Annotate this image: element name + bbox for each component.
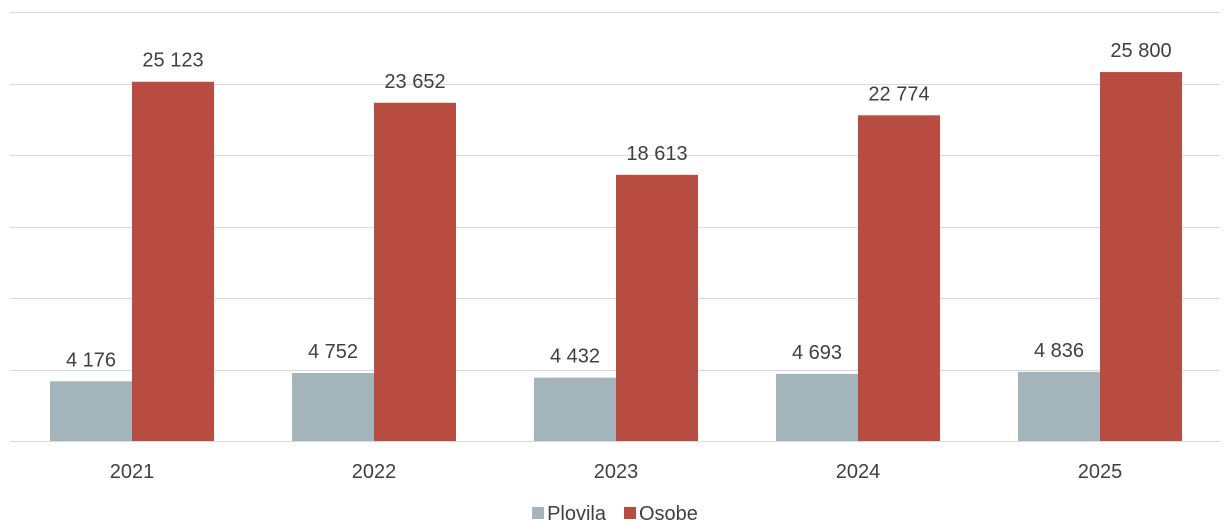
data-label-osobe-2022: 23 652 [384,71,445,93]
bar-osobe-2022 [374,102,456,441]
data-label-osobe-2021: 25 123 [142,50,203,72]
bar-plovila-2024 [776,373,858,441]
bar-osobe-2024 [858,115,940,442]
legend-swatch-plovila [532,507,545,519]
legend-swatch-osobe [623,507,636,519]
bar-plovila-2023 [534,377,616,441]
legend-label-plovila: Plovila [547,503,607,525]
data-label-plovila-2022: 4 752 [308,341,358,363]
bar-osobe-2023 [616,174,698,441]
data-label-plovila-2025: 4 836 [1034,340,1084,362]
bars [50,72,1182,442]
x-tick-label-2021: 2021 [110,461,155,483]
x-tick-label-2023: 2023 [594,461,639,483]
bar-osobe-2025 [1100,72,1182,441]
data-label-osobe-2023: 18 613 [626,143,687,165]
data-label-osobe-2024: 22 774 [868,83,929,105]
x-tick-labels: 2021 2022 2023 2024 2025 [110,461,1123,483]
bar-plovila-2022 [292,373,374,441]
data-label-plovila-2024: 4 693 [792,342,842,364]
data-labels: 4 176 25 123 4 752 23 652 4 432 18 613 4 693 22… [66,40,1172,371]
bar-plovila-2025 [1018,371,1100,441]
data-label-osobe-2025: 25 800 [1110,40,1171,62]
x-tick-label-2024: 2024 [836,461,881,483]
bar-plovila-2021 [50,381,132,441]
legend: Plovila Osobe [532,503,698,525]
data-label-plovila-2023: 4 432 [550,346,600,368]
bar-osobe-2021 [132,81,214,442]
legend-label-osobe: Osobe [639,503,698,525]
x-tick-label-2025: 2025 [1078,461,1123,483]
x-tick-label-2022: 2022 [352,461,397,483]
data-label-plovila-2021: 4 176 [66,349,116,371]
